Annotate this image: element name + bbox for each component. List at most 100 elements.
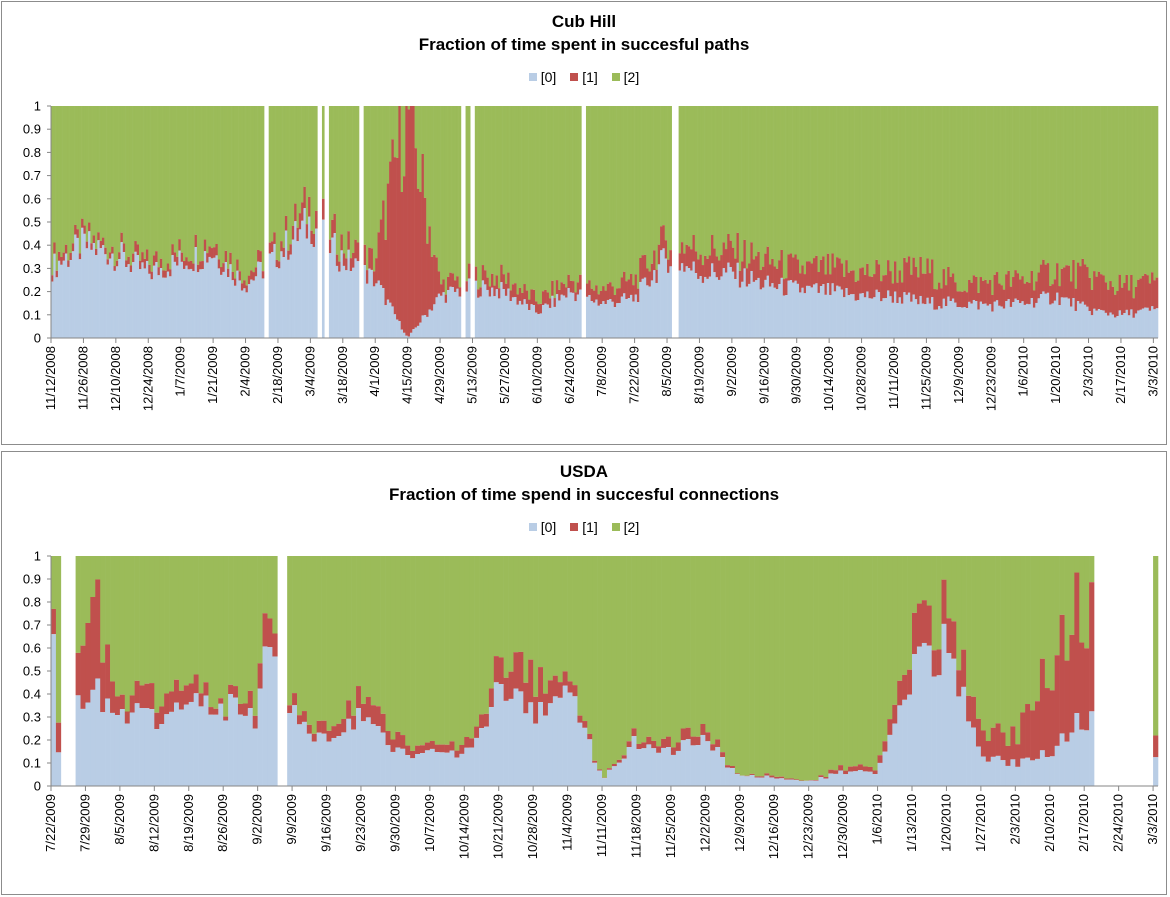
bar-segment-1 xyxy=(618,288,622,304)
bar-segment-0 xyxy=(497,298,501,338)
bar-segment-1 xyxy=(887,719,893,735)
bar-segment-2 xyxy=(646,106,649,269)
bar-segment-2 xyxy=(345,106,348,259)
bar-segment-2 xyxy=(557,556,563,683)
bar-segment-1 xyxy=(944,285,948,307)
bar-segment-1 xyxy=(1079,642,1085,730)
bar-segment-1 xyxy=(1059,614,1065,734)
bar-segment-1 xyxy=(481,265,485,281)
bar-segment-2 xyxy=(111,106,114,247)
bar-segment-0 xyxy=(183,268,186,338)
bar-segment-2 xyxy=(90,556,96,597)
bar-segment-1 xyxy=(678,253,682,271)
bar-segment-1 xyxy=(857,764,864,771)
bar-segment-2 xyxy=(340,106,344,235)
bar-segment-0 xyxy=(998,305,1001,338)
bar-segment-2 xyxy=(764,106,767,254)
bar-segment-1 xyxy=(284,215,288,231)
bar-segment-0 xyxy=(227,277,230,338)
bar-segment-2 xyxy=(713,106,716,249)
bar-segment-0 xyxy=(532,305,536,338)
bar-segment-0 xyxy=(562,295,566,338)
bar-segment-1 xyxy=(1019,279,1022,304)
bar-segment-0 xyxy=(1083,304,1087,338)
bar-segment-1 xyxy=(768,264,772,287)
legend-swatch-2 xyxy=(611,523,620,531)
bar-segment-2 xyxy=(539,106,543,304)
bar-segment-1 xyxy=(620,277,624,297)
bar-segment-0 xyxy=(713,272,716,338)
bar-segment-2 xyxy=(396,106,399,158)
bar-segment-0 xyxy=(1025,303,1029,338)
bar-segment-0 xyxy=(74,234,77,338)
bar-segment-0 xyxy=(1025,757,1031,786)
bar-segment-0 xyxy=(926,297,930,338)
bar-segment-0 xyxy=(984,303,987,338)
bar-segment-2 xyxy=(419,106,422,192)
bar-segment-1 xyxy=(370,705,377,725)
bar-segment-1 xyxy=(544,289,547,304)
bar-segment-2 xyxy=(1146,106,1150,276)
bar-segment-2 xyxy=(430,106,434,257)
bar-segment-1 xyxy=(247,275,251,285)
bar-segment-1 xyxy=(743,239,747,269)
bar-segment-1 xyxy=(877,755,883,763)
bar-segment-0 xyxy=(390,751,396,786)
bar-segment-2 xyxy=(574,106,578,293)
bar-segment-0 xyxy=(354,258,357,338)
bar-segment-2 xyxy=(775,106,779,269)
bar-segment-1 xyxy=(916,603,923,647)
bar-segment-1 xyxy=(423,197,427,316)
bar-segment-0 xyxy=(493,296,496,338)
bar-segment-2 xyxy=(562,106,566,285)
bar-segment-1 xyxy=(576,282,580,295)
bar-segment-0 xyxy=(877,762,883,786)
bar-segment-2 xyxy=(705,556,711,733)
bar-segment-2 xyxy=(699,106,703,255)
bar-segment-2 xyxy=(903,106,906,258)
bar-segment-0 xyxy=(643,277,647,338)
bar-segment-0 xyxy=(757,277,760,338)
bar-segment-2 xyxy=(382,106,385,201)
bar-segment-0 xyxy=(1069,732,1075,786)
bar-segment-2 xyxy=(670,556,677,748)
bar-segment-0 xyxy=(203,251,207,338)
bar-segment-2 xyxy=(631,556,637,729)
bar-segment-2 xyxy=(836,106,839,258)
bar-segment-1 xyxy=(971,696,977,728)
bar-segment-1 xyxy=(954,282,957,303)
bar-segment-1 xyxy=(340,234,344,251)
bar-segment-1 xyxy=(912,612,918,655)
bar-segment-2 xyxy=(833,106,837,268)
bar-segment-2 xyxy=(1012,106,1015,278)
bar-segment-1 xyxy=(560,282,564,295)
bar-segment-1 xyxy=(479,287,483,297)
bar-segment-2 xyxy=(926,106,930,259)
bar-segment-2 xyxy=(449,106,452,273)
bar-segment-0 xyxy=(629,294,633,338)
bar-segment-0 xyxy=(1123,313,1126,338)
bar-segment-0 xyxy=(484,284,487,338)
bar-segment-0 xyxy=(708,276,712,338)
bar-segment-2 xyxy=(734,106,737,259)
bar-segment-0 xyxy=(101,245,105,338)
y-tick-label: 0.8 xyxy=(23,595,41,610)
bar-segment-1 xyxy=(813,780,819,781)
bar-segment-0 xyxy=(444,752,450,786)
bar-segment-0 xyxy=(749,774,755,786)
bar-segment-1 xyxy=(984,279,987,304)
bar-segment-0 xyxy=(1035,302,1038,338)
bar-segment-1 xyxy=(203,682,209,696)
bar-segment-0 xyxy=(755,280,758,338)
bar-segment-1 xyxy=(893,261,897,292)
bar-segment-0 xyxy=(108,258,112,338)
bar-segment-1 xyxy=(562,284,566,296)
bar-segment-2 xyxy=(198,556,204,694)
x-tick-label: 11/25/2009 xyxy=(663,794,678,858)
bar-segment-0 xyxy=(917,304,920,338)
bar-segment-0 xyxy=(259,262,263,338)
bar-segment-2 xyxy=(426,106,429,244)
bar-segment-1 xyxy=(217,259,221,269)
bar-segment-2 xyxy=(1021,106,1024,277)
bar-segment-0 xyxy=(552,696,559,786)
